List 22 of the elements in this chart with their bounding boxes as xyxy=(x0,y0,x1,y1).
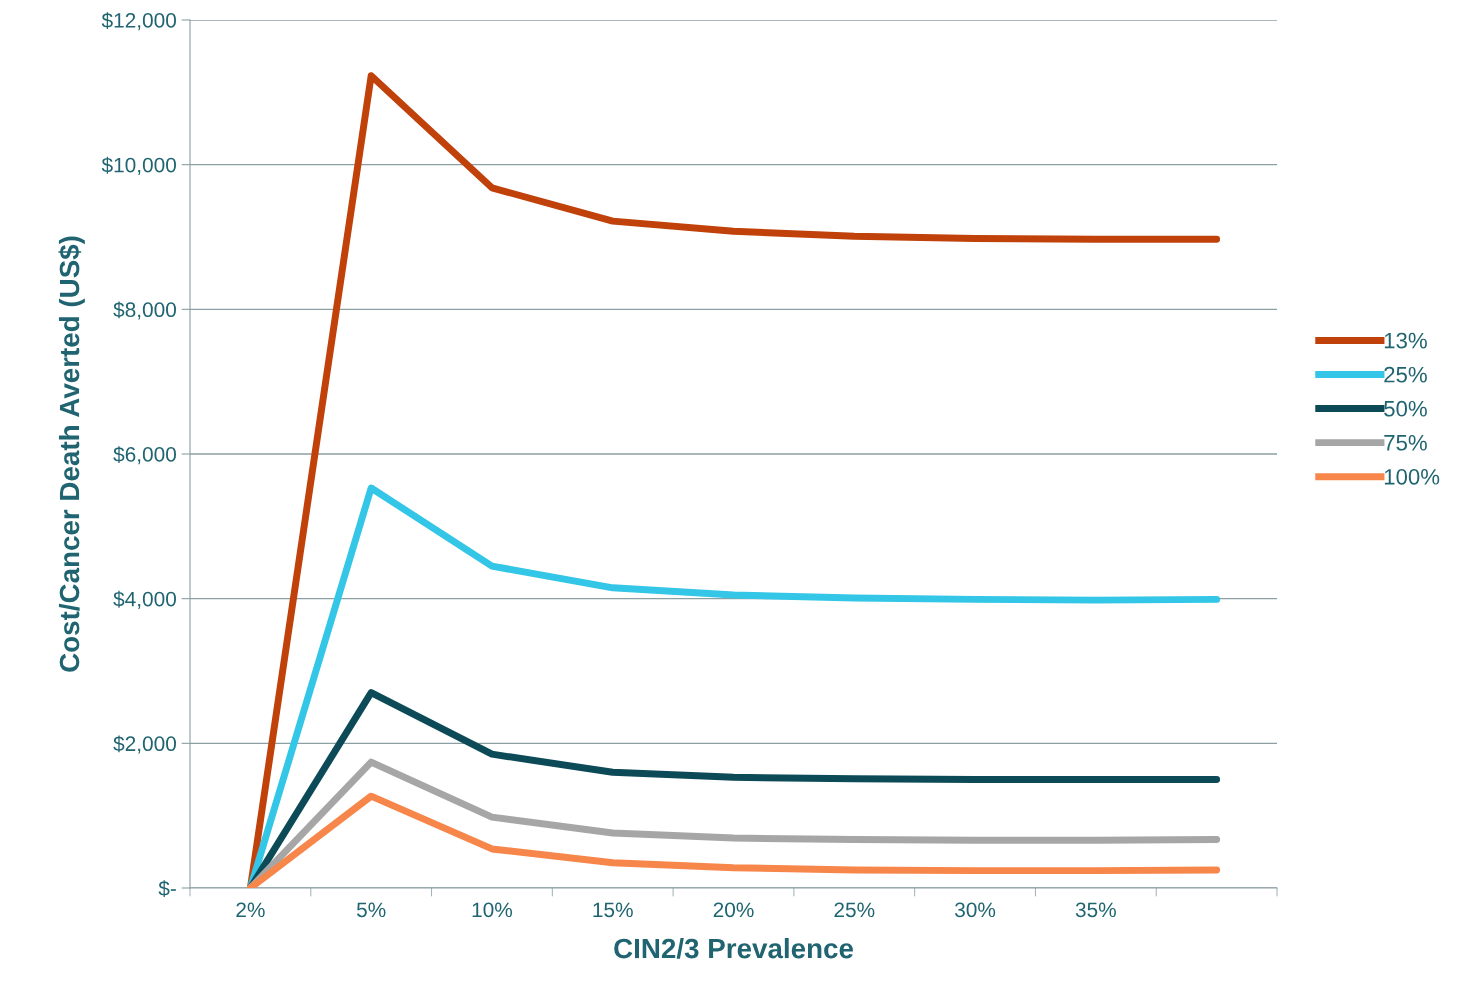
x-tick-label: 20% xyxy=(713,902,754,918)
y-tick-label: $2,000 xyxy=(113,735,176,754)
x-axis-title: CIN2/3 Prevalence xyxy=(614,937,853,959)
y-tick-label: $6,000 xyxy=(113,446,176,465)
y-tick-label: $10,000 xyxy=(101,156,176,175)
y-tick-label: $4,000 xyxy=(113,590,176,609)
legend-label: 75% xyxy=(1384,434,1427,451)
y-tick-label: $- xyxy=(158,880,176,897)
legend-label: 100% xyxy=(1384,468,1440,485)
legend-label: 13% xyxy=(1384,332,1427,349)
x-tick-label: 30% xyxy=(955,902,996,918)
x-tick-label: 35% xyxy=(1075,902,1116,918)
y-tick-label: $8,000 xyxy=(113,301,176,320)
x-tick-label: 5% xyxy=(356,902,386,918)
x-tick-label: 10% xyxy=(472,902,513,918)
legend-label: 50% xyxy=(1384,400,1427,417)
legend-label: 25% xyxy=(1384,366,1427,383)
y-axis-title: Cost/Cancer Death Averted (US$) xyxy=(58,236,85,672)
x-tick-label: 2% xyxy=(236,902,265,918)
x-tick-label: 15% xyxy=(593,902,633,918)
y-tick-label: $12,000 xyxy=(101,12,176,31)
x-tick-label: 25% xyxy=(834,902,875,918)
